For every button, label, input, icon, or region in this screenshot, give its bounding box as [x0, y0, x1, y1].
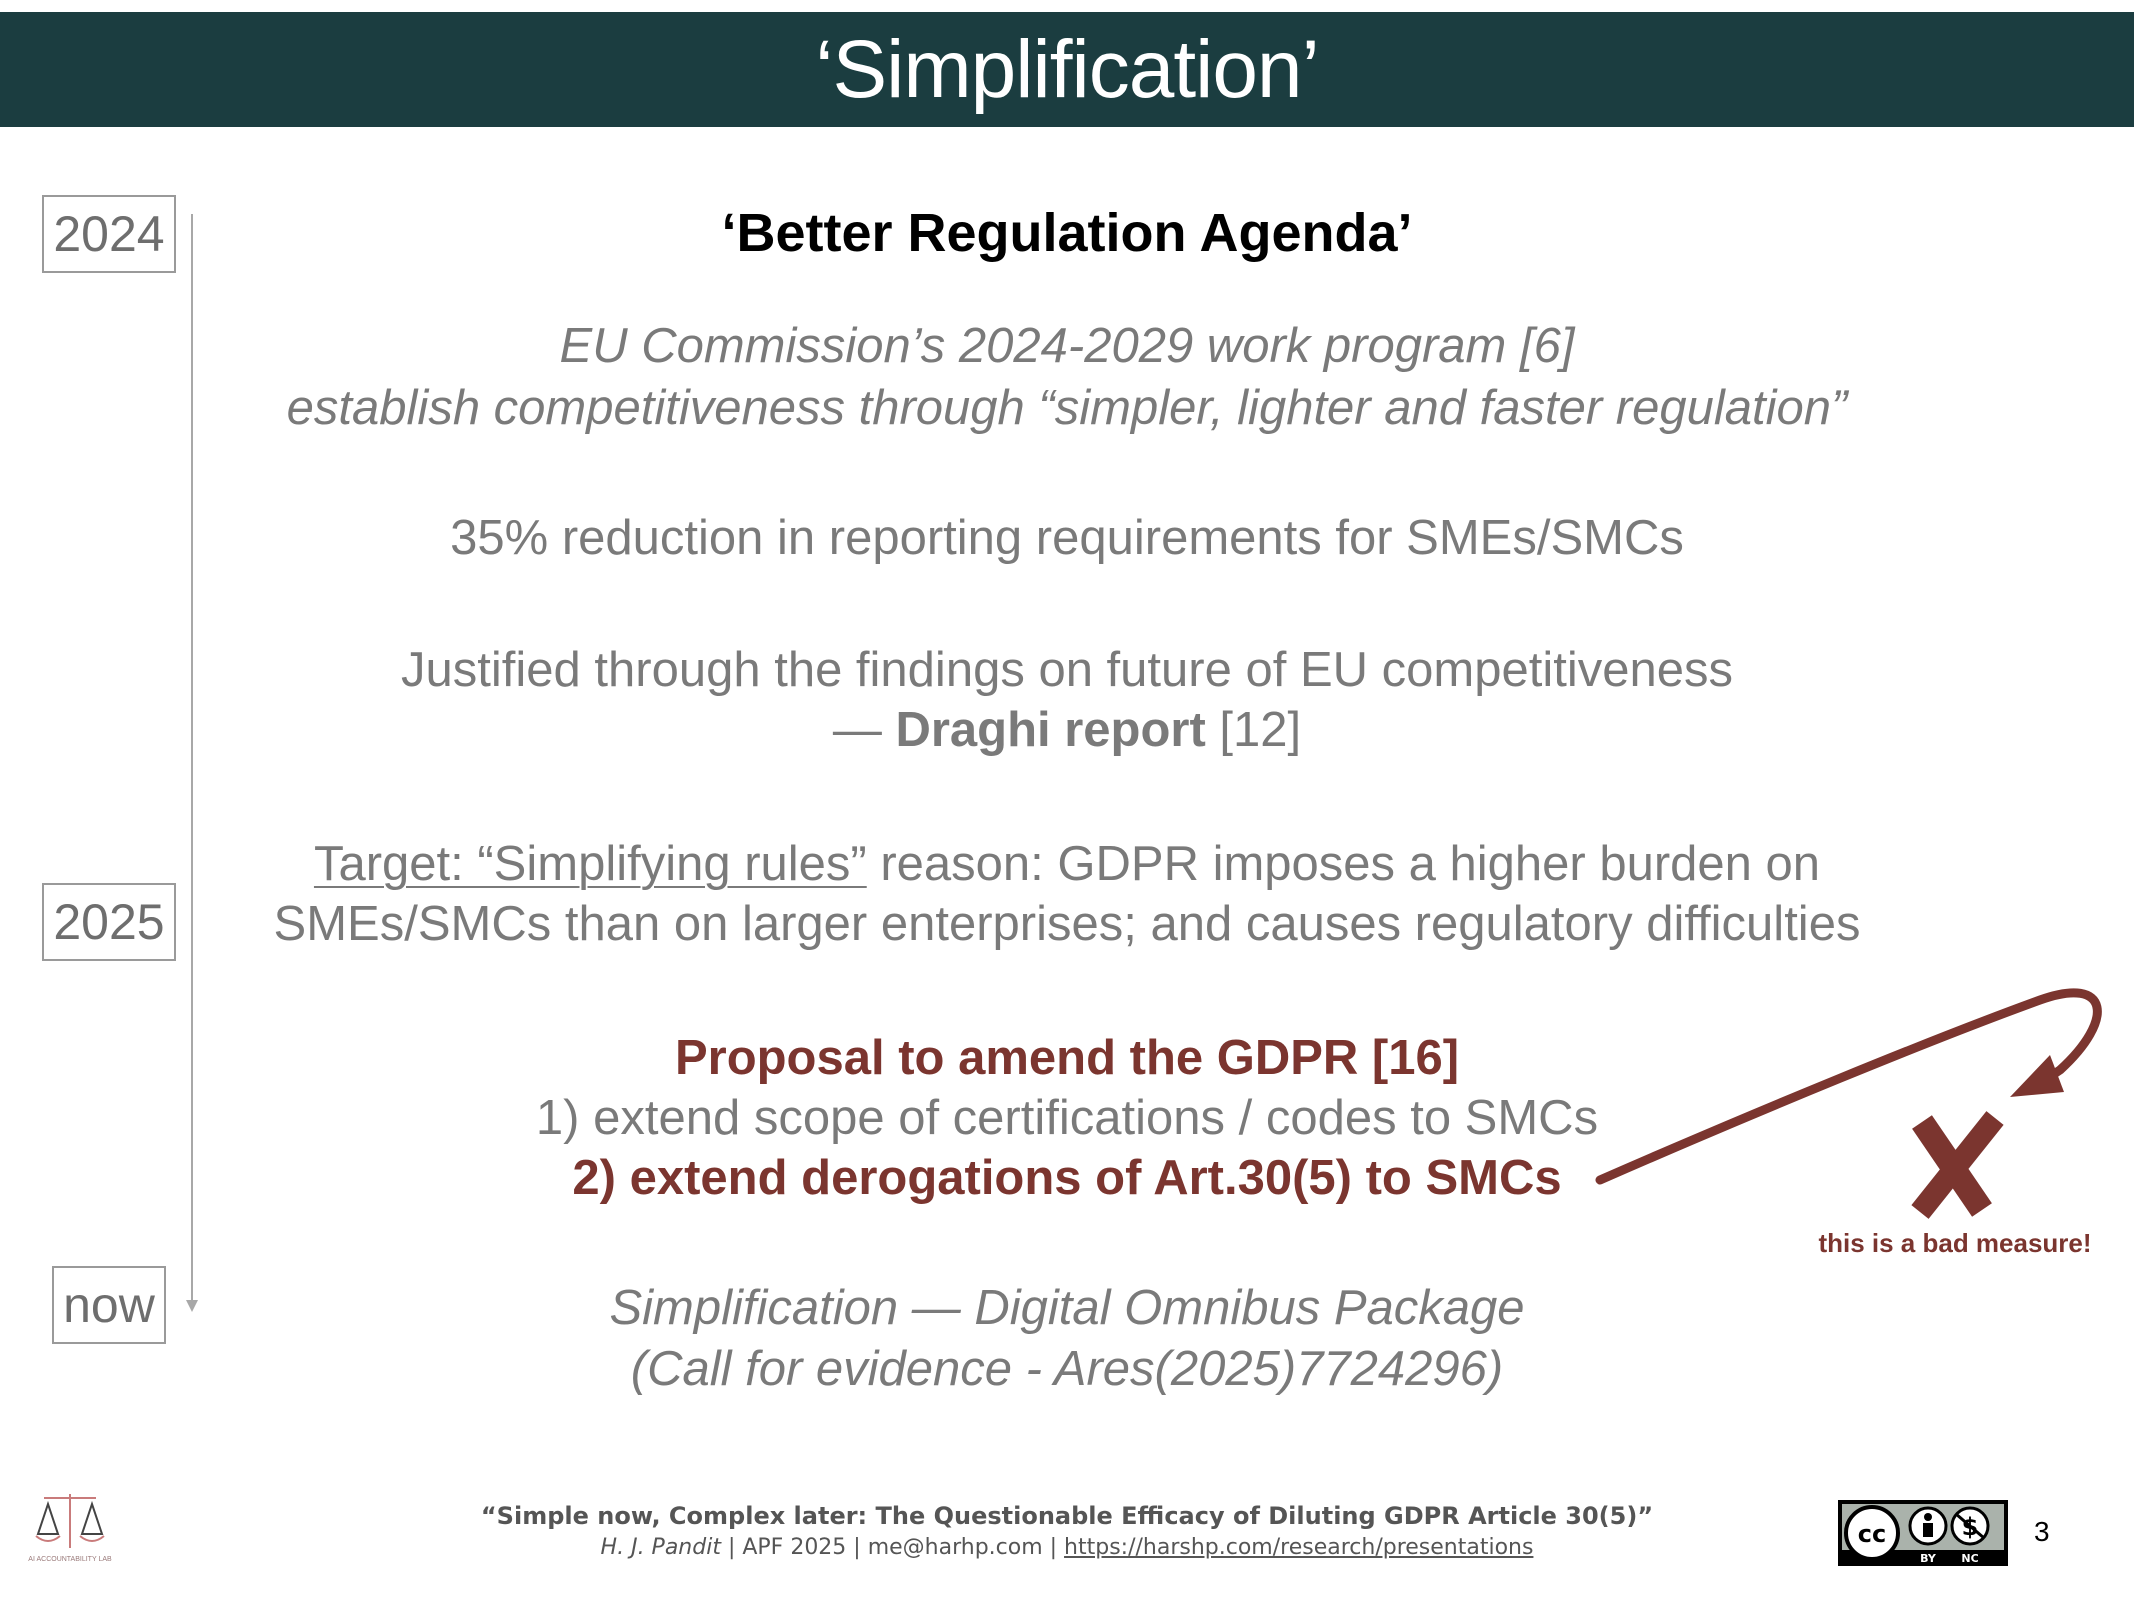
target-reason: reason: GDPR imposes a higher burden on: [866, 837, 1821, 891]
draghi-report: Draghi report: [895, 703, 1206, 757]
footer-paper-title: “Simple now, Complex later: The Question…: [480, 1502, 1654, 1530]
omnibus-line-1: Simplification — Digital Omnibus Package: [609, 1281, 1525, 1335]
timeline-arrow-icon: [186, 1300, 198, 1312]
license-by-label: BY: [1920, 1552, 1937, 1565]
svg-text:cc: cc: [1858, 1520, 1886, 1548]
ai-accountability-lab-logo-icon: [35, 1494, 105, 1548]
draghi-ref: [12]: [1205, 703, 1302, 757]
arrowhead-icon: [2010, 1055, 2064, 1097]
target-line-1: Target: “Simplifying rules” reason: GDPR…: [0, 836, 2134, 892]
justified-dash: —: [832, 703, 896, 757]
footer-author: H. J. Pandit: [600, 1535, 721, 1560]
curved-arrow-icon: [1595, 988, 2102, 1185]
proposal-item-2: 2) extend derogations of Art.30(5) to SM…: [572, 1151, 1562, 1205]
justified-line-2: — Draghi report [12]: [0, 702, 2134, 758]
work-program-line-1: EU Commission’s 2024-2029 work program […: [559, 319, 1575, 373]
timeline-year-2024: 2024: [42, 195, 176, 273]
timeline-now: now: [52, 1266, 166, 1344]
work-program-line-2: establish competitiveness through “simpl…: [286, 381, 1848, 435]
timeline-year-2025: 2025: [42, 883, 176, 961]
bad-measure-label: this is a bad measure!: [1818, 1228, 2092, 1258]
footer-details: | APF 2025 | me@harhp.com |: [720, 1535, 1065, 1560]
target-line-2: SMEs/SMCs than on larger enterprises; an…: [273, 897, 1861, 951]
logo-caption: AI ACCOUNTABILITY LAB: [28, 1556, 112, 1563]
footer-credits: H. J. Pandit | APF 2025 | me@harhp.com |…: [0, 1535, 2134, 1560]
page-number: 3: [2034, 1516, 2050, 1547]
title-bar: ‘Simplification’: [0, 12, 2134, 127]
agenda-heading: ‘Better Regulation Agenda’: [721, 203, 1413, 263]
justified-line-1: Justified through the findings on future…: [401, 643, 1733, 697]
slide-title: ‘Simplification’: [815, 23, 1320, 115]
footer-link[interactable]: https://harshp.com/research/presentation…: [1064, 1535, 1534, 1560]
cc-by-nc-license-badge[interactable]: cc $ BY NC: [1838, 1500, 2008, 1566]
cc-icon: [1844, 1505, 1900, 1561]
proposal-title: Proposal to amend the GDPR [16]: [674, 1031, 1460, 1085]
reduction-text: 35% reduction in reporting requirements …: [450, 511, 1684, 565]
target-simplifying-rules: Target: “Simplifying rules”: [313, 837, 867, 891]
proposal-item-1: 1) extend scope of certifications / code…: [535, 1091, 1599, 1145]
cross-mark-icon: [1911, 1111, 2004, 1219]
license-nc-label: NC: [1961, 1552, 1978, 1565]
omnibus-line-2: (Call for evidence - Ares(2025)7724296): [630, 1342, 1504, 1396]
